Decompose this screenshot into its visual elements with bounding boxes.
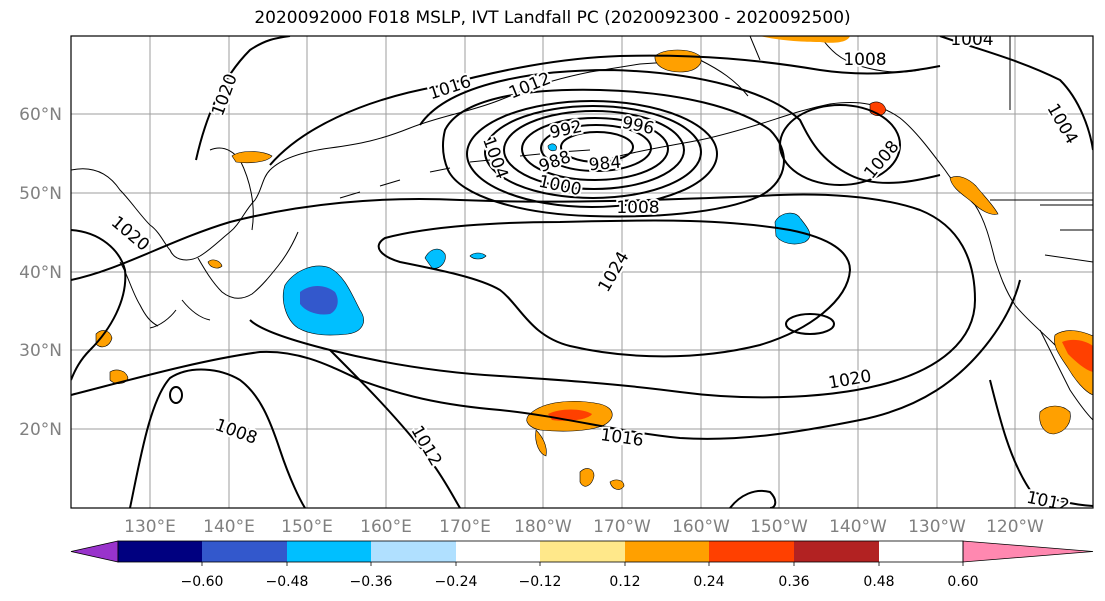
coastline-baja	[1039, 329, 1093, 421]
isobar-1020-north	[195, 36, 291, 161]
negative-anomaly-small-2	[469, 252, 487, 260]
isobar-1020-west	[71, 229, 127, 381]
positive-anomaly-japan-sea	[207, 259, 223, 269]
lon-tick-label: 180°W	[514, 517, 572, 537]
colorbar-tick-label: 0.48	[863, 574, 894, 590]
colorbar-segment	[709, 541, 794, 562]
isobar-1024-small	[785, 313, 835, 335]
colorbar-tick-label: −0.60	[181, 574, 224, 590]
isobar-1008-south	[129, 368, 306, 508]
isobar-1004	[466, 100, 718, 208]
colorbar-outline	[117, 540, 964, 563]
positive-anomaly-california-core	[1062, 339, 1093, 372]
lon-tick-label: 150°W	[750, 517, 808, 537]
isobar-label: 1008	[616, 198, 659, 218]
map-title: 2020092000 F018 MSLP, IVT Landfall PC (2…	[254, 8, 851, 28]
lat-tick-label: 20°N	[19, 420, 62, 440]
isobar-1008-central	[442, 88, 785, 218]
lat-tick-label: 30°N	[19, 341, 62, 361]
ivt-shading	[95, 36, 1093, 490]
lon-tick-label: 170°W	[593, 517, 651, 537]
colorbar-tick-label: 0.60	[947, 574, 978, 590]
colorbar-segment	[794, 541, 879, 562]
isobar-1016-south	[71, 279, 1021, 440]
isobars	[71, 36, 1093, 508]
isobar-1008-alaska	[779, 104, 901, 186]
longitude-tick-labels: 130°E 140°E 150°E 160°E 170°E 180°W 170°W 160°W…	[124, 517, 1044, 537]
colorbar-segment	[625, 541, 709, 562]
colorbar-tick-label: −0.48	[266, 574, 309, 590]
coastline-asia	[71, 59, 701, 261]
positive-anomaly-hawaii-south	[579, 468, 595, 487]
colorbar-segment	[540, 541, 625, 562]
isobar-label: 1004	[950, 30, 993, 50]
lon-tick-label: 140°E	[203, 517, 255, 537]
colorbar-segment	[456, 541, 540, 562]
colorbar: −0.60 −0.48 −0.36 −0.24 −0.12 0.12 0.24 0.36 0.4…	[70, 540, 1094, 590]
positive-anomaly-bc-coast	[949, 176, 999, 215]
lon-tick-label: 130°E	[124, 517, 176, 537]
colorbar-segment	[371, 541, 456, 562]
gridlines	[71, 36, 1093, 508]
positive-anomaly-hawaii-tail	[535, 429, 547, 457]
colorbar-segment	[202, 541, 287, 562]
positive-anomaly-hawaii-south-2	[609, 479, 625, 490]
isobar-1012-south	[329, 349, 461, 508]
lon-tick-label: 140°W	[829, 517, 887, 537]
lat-tick-label: 40°N	[19, 263, 62, 283]
lon-tick-label: 170°E	[439, 517, 491, 537]
isobar-1024	[377, 219, 852, 358]
coastline-aleutians	[339, 149, 591, 199]
lon-tick-label: 130°W	[908, 517, 966, 537]
isobar-1000	[484, 105, 702, 199]
colorbar-tick-label: −0.12	[519, 574, 562, 590]
isobar-1016	[269, 54, 941, 166]
colorbar-tick-label: 0.36	[778, 574, 809, 590]
colorbar-extend-high	[962, 540, 1094, 563]
positive-anomaly-mexico	[1039, 405, 1071, 435]
negative-anomaly-small-1	[424, 248, 446, 269]
isobar-small-south	[169, 386, 183, 404]
negative-anomaly-gulf	[774, 212, 811, 245]
isobar-1012-southeast	[989, 379, 1093, 507]
lon-tick-label: 120°W	[986, 517, 1044, 537]
colorbar-extend-low	[70, 540, 119, 563]
lat-tick-label: 60°N	[19, 105, 62, 125]
isobar-small-southeast	[729, 489, 777, 508]
isobar-996	[503, 110, 685, 190]
positive-anomaly-south-china-sea	[109, 369, 129, 384]
lon-tick-label: 160°E	[360, 517, 412, 537]
positive-anomaly-east-china-sea	[95, 330, 113, 348]
map-frame	[70, 35, 1094, 509]
positive-anomaly-okhotsk	[231, 151, 273, 164]
isobar-1004-east	[939, 36, 1093, 151]
isobar-984	[560, 131, 634, 163]
colorbar-tick-label: 0.24	[693, 574, 724, 590]
lon-tick-label: 150°E	[281, 517, 333, 537]
latitude-tick-labels: 60°N 50°N 40°N 30°N 20°N	[19, 105, 62, 440]
negative-anomaly-tiny	[547, 143, 557, 152]
colorbar-tick-label: 0.12	[609, 574, 640, 590]
isobar-label: 984	[588, 153, 622, 176]
lat-tick-label: 50°N	[19, 184, 62, 204]
negative-anomaly-core	[300, 286, 338, 315]
isobar-label: 1008	[843, 50, 886, 70]
colorbar-tick-label: −0.36	[350, 574, 393, 590]
isobar-1020-large	[71, 193, 977, 399]
colorbar-segment	[287, 541, 371, 562]
border-canada-us	[990, 36, 1093, 263]
coastline-japan	[149, 231, 299, 329]
colorbar-segment	[118, 541, 202, 562]
positive-anomaly-top	[760, 36, 850, 43]
lon-tick-label: 160°W	[672, 517, 730, 537]
isobar-988	[540, 124, 652, 172]
colorbar-tick-label: −0.24	[435, 574, 478, 590]
isobar-1012	[419, 68, 941, 184]
isobar-992	[521, 117, 669, 181]
